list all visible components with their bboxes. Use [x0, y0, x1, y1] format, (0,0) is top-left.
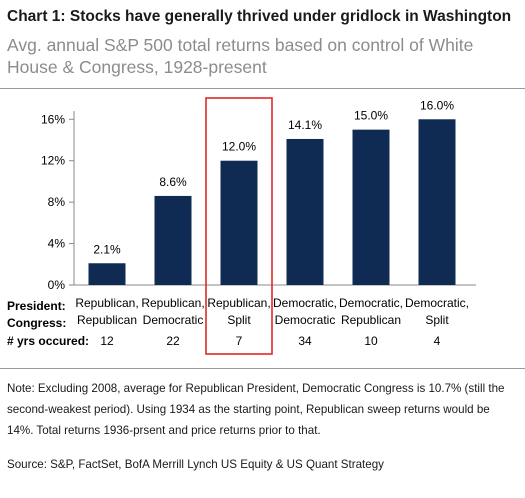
bar: [154, 195, 192, 285]
chart-subtitle: Avg. annual S&P 500 total returns based …: [7, 35, 474, 77]
chart-title: Chart 1: Stocks have generally thrived u…: [7, 8, 512, 25]
bottom-divider: [0, 368, 525, 369]
y-tick-label: 12%: [41, 154, 65, 168]
bars: 2.1% 8.6% 12.0% 14.1% 15.0% 16.0%: [88, 98, 456, 286]
top-divider: [0, 88, 525, 89]
bar: [286, 138, 324, 285]
y-tick-label: 8%: [48, 195, 66, 209]
category-president-label: Democratic,: [405, 296, 469, 310]
years-occurred-value: 34: [298, 334, 312, 348]
y-axis: 0% 4% 8% 12% 16%: [41, 111, 476, 292]
category-congress-label: Republican: [341, 313, 401, 327]
category-congress-label: Split: [425, 313, 449, 327]
y-tick-label: 16%: [41, 112, 65, 126]
bar: [352, 129, 390, 285]
chart-note: Note: Excluding 2008, average for Republ…: [7, 382, 505, 437]
data-label: 16.0%: [420, 98, 454, 112]
category-president-label: Republican,: [75, 296, 138, 310]
category-president-label: Republican,: [207, 296, 270, 310]
y-tick-label: 0%: [48, 278, 66, 292]
category-labels: Republican,Republican12Republican,Democr…: [75, 296, 469, 348]
data-label: 15.0%: [354, 109, 388, 123]
category-president-label: Democratic,: [273, 296, 337, 310]
bar: [88, 263, 126, 285]
data-label: 14.1%: [288, 118, 322, 132]
years-occurred-value: 7: [236, 334, 243, 348]
category-congress-label: Republican: [77, 313, 137, 327]
category-congress-label: Split: [227, 313, 251, 327]
bar: [418, 119, 456, 286]
bar: [220, 160, 258, 285]
data-label: 12.0%: [222, 140, 256, 154]
years-occurred-value: 10: [364, 334, 378, 348]
years-occurred-value: 22: [166, 334, 180, 348]
bar-chart: 0% 4% 8% 12% 16% 2.1% 8.6% 12.0% 14.1% 15.0% 16.0…: [7, 97, 476, 355]
data-label: 8.6%: [159, 175, 187, 189]
category-president-label: Democratic,: [339, 296, 403, 310]
years-occurred-value: 12: [100, 334, 114, 348]
congress-row-label: Congress:: [7, 316, 66, 330]
data-label: 2.1%: [93, 242, 121, 256]
y-tick-label: 4%: [48, 237, 66, 251]
president-row-label: President:: [7, 299, 66, 313]
category-president-label: Republican,: [141, 296, 204, 310]
years-row-label: # yrs occured:: [7, 334, 89, 348]
category-congress-label: Democratic: [143, 313, 204, 327]
row-labels: President: Congress: # yrs occured:: [7, 299, 89, 348]
highlight-box: [205, 97, 273, 355]
chart-source: Source: S&P, FactSet, BofA Merrill Lynch…: [7, 458, 384, 471]
category-congress-label: Democratic: [275, 313, 336, 327]
years-occurred-value: 4: [434, 334, 441, 348]
